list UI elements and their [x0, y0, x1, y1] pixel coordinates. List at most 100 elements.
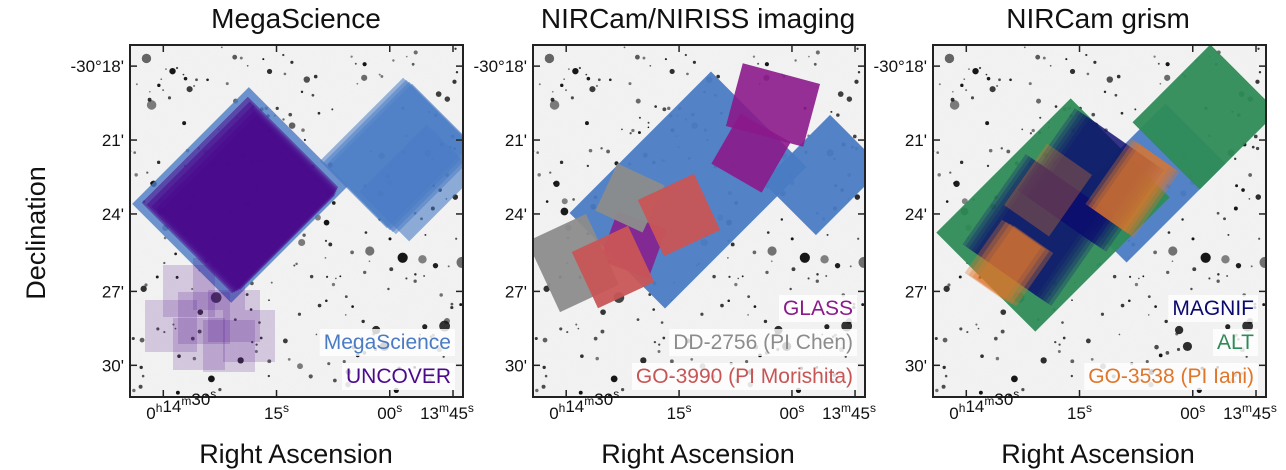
go3538-footprint: [972, 223, 1050, 305]
star: [807, 277, 810, 280]
star: [331, 108, 334, 111]
star: [255, 343, 258, 346]
star: [435, 91, 442, 97]
star: [190, 336, 195, 341]
magnif-footprint: [1020, 110, 1152, 244]
star: [1093, 60, 1097, 64]
star: [1255, 79, 1260, 84]
footprints: [533, 63, 865, 313]
star: [959, 327, 963, 331]
star: [542, 337, 548, 343]
star: [854, 194, 861, 200]
star: [1036, 98, 1042, 104]
star: [1039, 116, 1042, 119]
star: [295, 262, 298, 266]
x-axis-label: Right Ascension: [199, 439, 393, 469]
star: [813, 62, 817, 66]
star: [541, 384, 546, 389]
star: [637, 131, 641, 135]
star: [138, 384, 143, 389]
star: [720, 303, 724, 308]
star: [155, 275, 159, 279]
star: [1091, 112, 1096, 117]
star: [1171, 260, 1174, 263]
star: [600, 147, 603, 150]
star: [1112, 274, 1117, 279]
uncover-footprint: [193, 258, 245, 310]
star: [560, 83, 564, 88]
magnif-footprint: [965, 156, 1103, 298]
star: [763, 319, 768, 324]
y-tick-label: 21': [102, 131, 124, 150]
star: [1257, 47, 1260, 50]
star: [267, 374, 271, 378]
magnif-footprint: [1029, 116, 1161, 250]
star: [165, 68, 167, 71]
star: [700, 312, 704, 316]
star: [1106, 76, 1114, 83]
star: [300, 90, 304, 94]
star: [578, 66, 582, 70]
star: [1042, 56, 1046, 60]
x-tick-label: 0h14m30s: [146, 387, 216, 423]
star: [1154, 305, 1157, 308]
star: [245, 293, 249, 296]
star: [989, 86, 996, 93]
star: [342, 359, 346, 364]
star: [332, 378, 337, 383]
star: [815, 279, 819, 283]
star: [262, 58, 265, 61]
star: [317, 111, 321, 115]
star: [1248, 198, 1251, 200]
star: [405, 277, 408, 280]
star: [1104, 128, 1108, 132]
star: [1054, 105, 1058, 108]
star: [1114, 93, 1118, 97]
star: [141, 374, 145, 378]
star: [538, 83, 541, 86]
legend: MegaScience UNCOVER: [319, 329, 455, 390]
star: [747, 313, 749, 316]
star: [1208, 277, 1211, 280]
star: [331, 282, 336, 287]
y-axis-label: Declination: [21, 166, 51, 300]
star: [638, 116, 641, 119]
star: [727, 299, 731, 303]
magnif-footprint: [968, 158, 1106, 300]
star: [220, 46, 223, 49]
star: [290, 60, 294, 64]
star: [854, 79, 859, 84]
star: [169, 67, 176, 75]
star: [456, 256, 463, 268]
star: [1253, 134, 1258, 139]
star: [167, 96, 172, 100]
star: [1226, 274, 1229, 277]
panel-nircam-grism: NIRCam grism -30°18' 21' 24' 27' 30' 0h14m30s…: [873, 3, 1277, 469]
star: [998, 78, 1001, 82]
star: [765, 270, 769, 275]
star: [282, 118, 285, 121]
star: [1147, 295, 1151, 299]
x-tick-label: 13m45s: [1223, 401, 1277, 423]
star: [565, 89, 567, 92]
star: [140, 285, 147, 292]
uncover-footprint: [173, 318, 225, 370]
star: [857, 237, 860, 240]
star: [191, 287, 194, 291]
legend-entry: DD-2756 (PI Chen): [673, 331, 853, 354]
star: [309, 274, 314, 279]
star: [1153, 55, 1156, 58]
star: [764, 62, 769, 67]
star: [197, 309, 204, 316]
star: [141, 53, 152, 64]
star: [534, 336, 538, 341]
star: [780, 218, 784, 221]
star: [945, 200, 949, 203]
star: [790, 237, 794, 241]
star: [1165, 350, 1170, 355]
star: [849, 265, 852, 268]
panel-nircam-niriss-imaging: NIRCam/NIRISS imaging -30°18' 21' 24' 27' 30…: [473, 3, 875, 469]
star: [640, 357, 647, 364]
star: [422, 324, 428, 330]
legend-entry-background: [631, 363, 857, 390]
